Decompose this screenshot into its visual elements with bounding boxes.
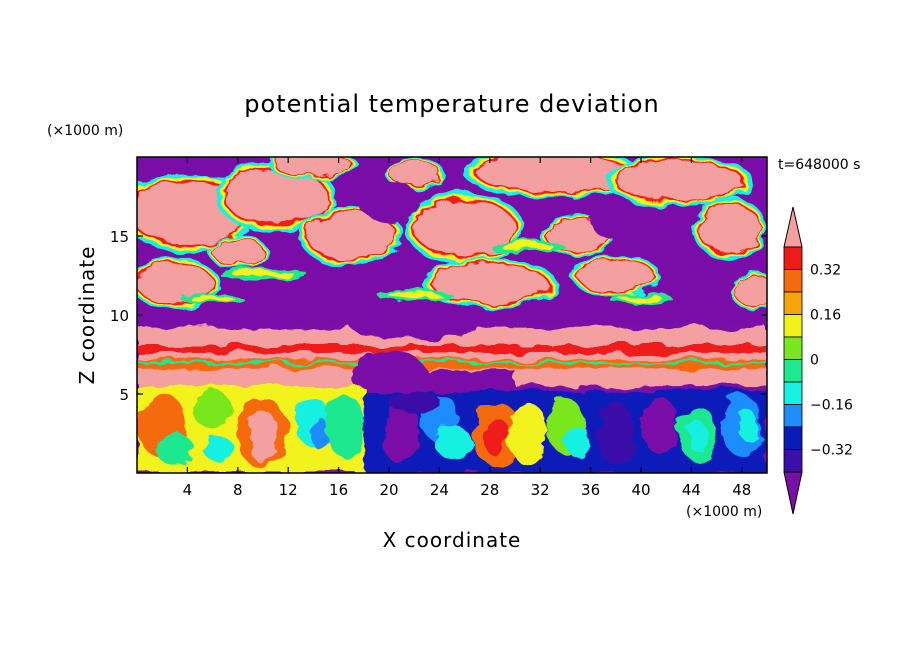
colorbar-max-arrow <box>783 206 803 248</box>
y-tick-label: 15 <box>110 228 129 246</box>
contour-region <box>307 212 396 260</box>
contour-region <box>508 401 547 466</box>
contour-region <box>615 160 742 201</box>
contour-region <box>155 433 194 466</box>
contour-edge <box>232 270 294 278</box>
contour-region <box>225 168 326 225</box>
middle-dip <box>237 315 289 331</box>
colorbar: 0.32 0.16 0 −0.16 −0.32 <box>783 206 853 515</box>
y-tick-label: 5 <box>119 386 129 404</box>
contour-region <box>738 409 758 442</box>
colorbar-segment <box>783 359 803 383</box>
colorbar-min-arrow <box>783 471 803 515</box>
contour-region <box>212 239 263 265</box>
contour-region <box>137 263 213 304</box>
contour-region <box>310 417 330 450</box>
y-axis: 5 10 15 <box>110 228 767 404</box>
x-unit-label: (×1000 m) <box>686 504 762 520</box>
x-tick-label: 8 <box>233 481 243 499</box>
contour-region <box>688 420 708 453</box>
colorbar-segment <box>783 381 803 405</box>
contour-region <box>565 425 591 458</box>
contour-region <box>578 259 654 292</box>
contour-region <box>382 401 421 466</box>
x-tick-label: 48 <box>732 481 751 499</box>
x-tick-label: 28 <box>480 481 499 499</box>
middle-dip <box>351 316 478 339</box>
contour-edge <box>190 296 235 303</box>
contour-region <box>697 204 761 252</box>
colorbar-segment <box>783 291 803 315</box>
plot-area <box>137 157 767 473</box>
colorbar-label: −0.16 <box>810 398 853 414</box>
contour-edge <box>618 295 664 303</box>
contour-region <box>203 437 235 462</box>
colorbar-label: −0.32 <box>810 443 853 459</box>
contour-region <box>433 263 547 304</box>
contour-region <box>326 394 364 458</box>
x-tick-label: 24 <box>430 481 449 499</box>
y-axis-label: Z coordinate <box>75 246 99 385</box>
contour-region <box>193 390 232 430</box>
colorbar-segment <box>783 404 803 428</box>
contour-region <box>250 409 276 465</box>
middle-stripe <box>137 361 767 364</box>
colorbar-label: 0.16 <box>810 308 841 324</box>
x-tick-label: 4 <box>183 481 193 499</box>
time-label: t=648000 s <box>778 157 860 173</box>
colorbar-segment <box>783 449 803 473</box>
contour-region <box>389 390 440 414</box>
chart-title: potential temperature deviation <box>244 90 659 118</box>
x-tick-label: 20 <box>379 481 398 499</box>
contour-region <box>389 160 440 185</box>
contour-region <box>477 157 629 193</box>
x-tick-label: 40 <box>631 481 650 499</box>
colorbar-segment <box>783 336 803 360</box>
contour-region <box>596 401 635 466</box>
contour-region <box>590 200 641 240</box>
colorbar-label: 0.32 <box>810 263 841 279</box>
contour-region <box>357 181 421 221</box>
contour-region <box>414 200 515 256</box>
x-tick-label: 12 <box>279 481 298 499</box>
y-unit-label: (×1000 m) <box>47 123 123 139</box>
colorbar-segment <box>783 314 803 338</box>
contour-edge <box>501 243 555 251</box>
contour-region <box>433 425 471 458</box>
y-tick-label: 10 <box>110 307 129 325</box>
contour-region <box>275 157 352 177</box>
x-tick-label: 32 <box>531 481 550 499</box>
colorbar-segment <box>783 246 803 270</box>
contour-edge <box>387 291 441 298</box>
middle-stripe <box>137 345 767 353</box>
contour-region <box>735 275 767 308</box>
colorbar-label: 0 <box>810 353 819 369</box>
contour-region <box>187 157 238 176</box>
field-contours <box>137 157 767 473</box>
colorbar-segment <box>783 426 803 450</box>
x-axis-label: X coordinate <box>383 528 522 552</box>
x-tick-label: 36 <box>581 481 600 499</box>
x-axis: 4 8 12 16 20 24 28 32 36 40 44 48 <box>183 157 751 499</box>
contour-region <box>483 416 509 457</box>
middle-dip <box>351 351 427 399</box>
colorbar-segment <box>783 269 803 293</box>
x-tick-label: 44 <box>682 481 701 499</box>
x-tick-label: 16 <box>329 481 348 499</box>
contour-region <box>641 397 679 454</box>
